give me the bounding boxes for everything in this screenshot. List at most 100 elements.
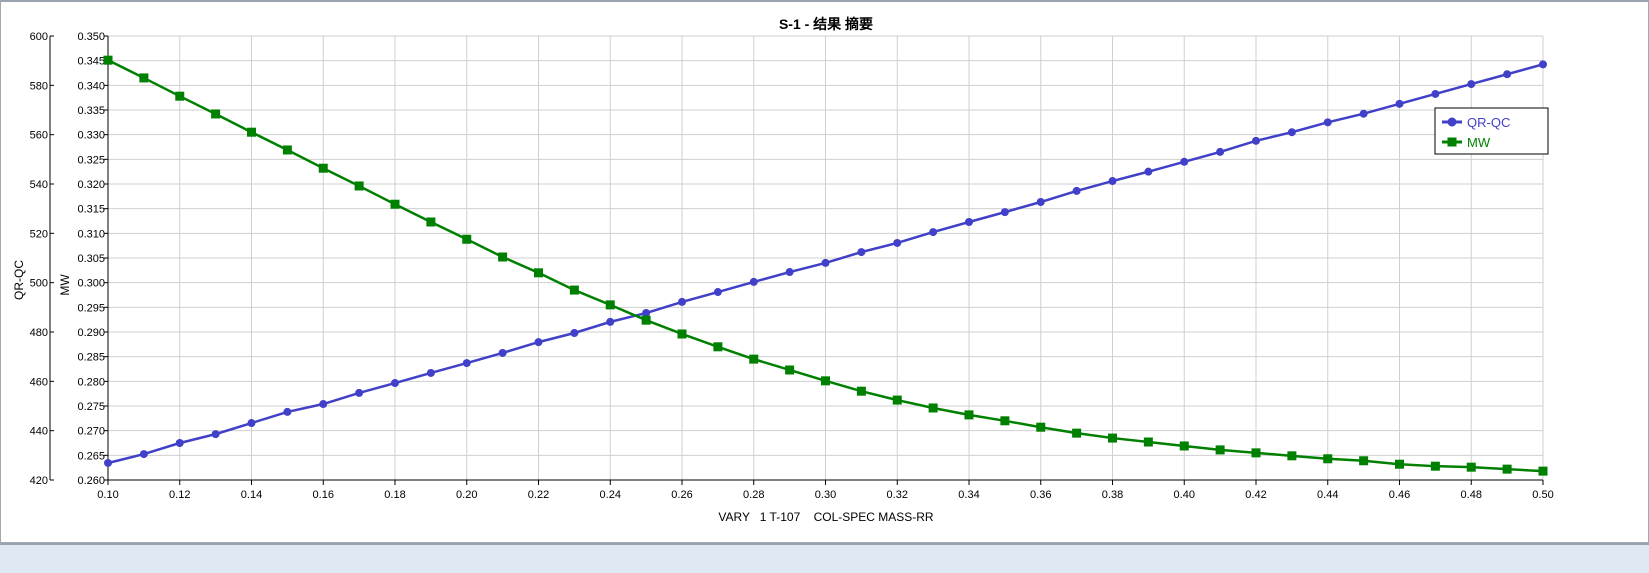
data-point-mw xyxy=(713,342,723,352)
qrqc-tick-label: 500 xyxy=(30,278,48,290)
data-point-qr-qc xyxy=(821,258,830,267)
x-tick-label: 0.38 xyxy=(1102,489,1123,501)
data-point-mw xyxy=(1179,441,1189,451)
data-point-qr-qc xyxy=(426,368,435,377)
mw-tick-label: 0.300 xyxy=(77,278,105,290)
x-tick-label: 0.40 xyxy=(1174,489,1195,501)
data-point-qr-qc xyxy=(1359,109,1368,118)
data-point-qr-qc xyxy=(606,317,615,326)
data-point-qr-qc xyxy=(678,297,686,306)
data-point-mw xyxy=(1395,459,1404,469)
x-tick-label: 0.12 xyxy=(169,489,190,501)
x-tick-label: 0.18 xyxy=(384,489,405,501)
data-point-mw xyxy=(175,91,185,101)
mw-tick-label: 0.265 xyxy=(77,450,105,462)
legend-square-icon xyxy=(1447,137,1457,147)
qrqc-tick-label: 540 xyxy=(30,179,48,191)
x-tick-label: 0.32 xyxy=(887,489,908,501)
x-tick-label: 0.16 xyxy=(313,489,334,501)
data-point-mw xyxy=(390,199,400,209)
data-point-mw xyxy=(211,109,221,119)
data-point-mw xyxy=(1538,466,1548,476)
data-point-qr-qc xyxy=(929,228,938,237)
data-point-mw xyxy=(892,395,902,405)
mw-tick-label: 0.310 xyxy=(77,228,105,240)
data-point-mw xyxy=(354,181,364,191)
data-point-mw xyxy=(534,268,543,278)
data-point-qr-qc xyxy=(1287,128,1296,137)
x-tick-label: 0.34 xyxy=(958,489,979,501)
data-point-qr-qc xyxy=(1395,99,1404,108)
mw-tick-label: 0.270 xyxy=(77,426,105,438)
data-point-mw xyxy=(641,315,651,325)
x-axis-label: VARY 1 T-107 COL-SPEC MASS-RR xyxy=(718,510,934,524)
data-point-mw xyxy=(1072,428,1082,438)
data-point-mw xyxy=(282,145,292,155)
data-point-qr-qc xyxy=(104,458,112,467)
data-point-qr-qc xyxy=(1036,198,1045,207)
x-tick-label: 0.42 xyxy=(1245,489,1266,501)
data-point-mw xyxy=(318,163,328,173)
y-axis-label-qrqc: QR-QC xyxy=(12,260,26,300)
qrqc-tick-label: 520 xyxy=(30,228,48,240)
data-point-qr-qc xyxy=(319,400,328,409)
data-point-mw xyxy=(785,365,795,375)
x-tick-label: 0.36 xyxy=(1030,489,1051,501)
mw-tick-label: 0.315 xyxy=(77,204,105,216)
data-point-mw xyxy=(1036,422,1046,432)
legend-entry-qrqc: QR-QC xyxy=(1467,115,1510,130)
data-point-mw xyxy=(1323,454,1333,464)
data-point-qr-qc xyxy=(1072,186,1081,195)
x-tick-label: 0.28 xyxy=(743,489,764,501)
data-point-mw xyxy=(103,55,113,65)
mw-tick-label: 0.260 xyxy=(77,475,105,487)
data-point-mw xyxy=(856,386,866,396)
qrqc-tick-label: 440 xyxy=(30,426,48,438)
data-point-mw xyxy=(1143,437,1153,447)
mw-tick-label: 0.280 xyxy=(77,376,105,388)
mw-tick-label: 0.335 xyxy=(77,105,105,117)
data-point-qr-qc xyxy=(139,450,148,459)
data-point-qr-qc xyxy=(570,328,579,337)
data-point-mw xyxy=(498,252,508,262)
x-tick-label: 0.48 xyxy=(1461,489,1482,501)
x-tick-label: 0.20 xyxy=(456,489,477,501)
data-point-mw xyxy=(1466,462,1476,472)
mw-tick-label: 0.275 xyxy=(77,401,105,413)
data-point-qr-qc xyxy=(1539,60,1547,69)
mw-tick-label: 0.330 xyxy=(77,130,105,142)
data-point-mw xyxy=(1251,448,1261,458)
mw-tick-label: 0.320 xyxy=(77,179,105,191)
x-tick-label: 0.50 xyxy=(1532,489,1553,501)
mw-tick-label: 0.295 xyxy=(77,302,105,314)
y-axis-label-mw: MW xyxy=(58,274,72,296)
data-point-qr-qc xyxy=(247,419,256,428)
mw-tick-label: 0.325 xyxy=(77,154,105,166)
data-point-mw xyxy=(462,234,472,244)
data-point-qr-qc xyxy=(965,217,973,226)
data-point-mw xyxy=(569,285,579,295)
data-point-qr-qc xyxy=(534,338,543,347)
data-point-qr-qc xyxy=(211,430,220,439)
legend-entry-mw: MW xyxy=(1467,135,1491,150)
mw-tick-label: 0.305 xyxy=(77,253,105,265)
x-tick-label: 0.10 xyxy=(97,489,118,501)
data-point-mw xyxy=(1215,445,1225,455)
mw-tick-label: 0.340 xyxy=(77,80,105,92)
data-point-qr-qc xyxy=(498,348,507,357)
data-point-qr-qc xyxy=(283,407,292,416)
x-tick-label: 0.14 xyxy=(241,489,262,501)
qrqc-tick-label: 600 xyxy=(30,31,48,43)
data-point-qr-qc xyxy=(175,439,184,447)
x-tick-label: 0.46 xyxy=(1389,489,1410,501)
data-point-qr-qc xyxy=(785,268,794,277)
x-tick-label: 0.22 xyxy=(528,489,549,501)
data-point-qr-qc xyxy=(355,388,364,397)
qrqc-tick-label: 460 xyxy=(30,376,48,388)
data-point-mw xyxy=(1108,433,1117,443)
data-point-mw xyxy=(1287,451,1297,461)
x-tick-label: 0.24 xyxy=(600,489,621,501)
data-point-qr-qc xyxy=(1108,177,1117,186)
x-tick-label: 0.44 xyxy=(1317,489,1338,501)
data-point-qr-qc xyxy=(391,379,399,388)
